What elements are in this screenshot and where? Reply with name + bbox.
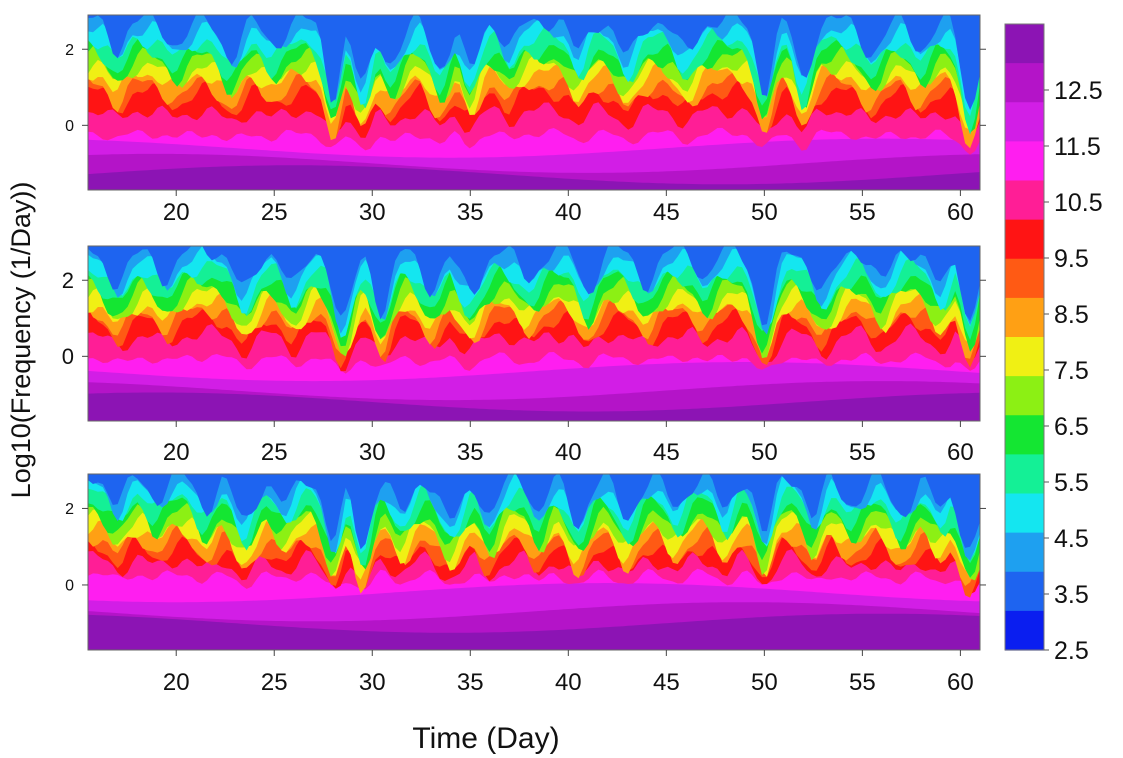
colorbar-swatch	[1005, 532, 1044, 573]
panel-frame	[87, 14, 981, 191]
x-tick-label: 45	[653, 199, 680, 226]
y-tick-label: 2	[62, 268, 74, 293]
colorbar-tick-label: 8.5	[1054, 301, 1089, 329]
colorbar: 12.5 11.5 10.5 9.5 8.5 7.5 6.5 5.5 4.5 3.5 2.5	[1004, 23, 1103, 665]
colorbar-tick-label: 4.5	[1054, 525, 1089, 553]
x-tick-label: 20	[163, 669, 190, 696]
colorbar-swatch	[1005, 610, 1044, 651]
x-tick-label: 30	[359, 439, 386, 466]
colorbar-frame	[1004, 23, 1045, 651]
y-axis-title: Log10(Frequency (1/Day))	[6, 182, 36, 499]
x-tick-label: 40	[555, 199, 582, 226]
y-tick-label: 0	[65, 578, 74, 595]
colorbar-tick-label: 11.5	[1054, 133, 1101, 161]
colorbar-tick-label: 3.5	[1054, 581, 1089, 609]
panel-middle: 20 25 30 35 40 45 50 55 60 0 2	[62, 245, 986, 466]
x-tick-label: 55	[849, 439, 876, 466]
x-tick-label: 35	[457, 199, 484, 226]
x-tick-label: 30	[359, 669, 386, 696]
x-tick-label: 45	[653, 669, 680, 696]
x-tick-label: 25	[261, 199, 288, 226]
heatmap-field	[88, 474, 980, 650]
contour-band	[88, 474, 980, 550]
colorbar-swatch	[1005, 493, 1044, 534]
y-tick-label: 0	[65, 118, 74, 135]
x-tick-label: 25	[261, 439, 288, 466]
x-tick-label: 55	[849, 199, 876, 226]
colorbar-swatch	[1005, 258, 1044, 299]
colorbar-tick-label: 7.5	[1054, 357, 1089, 385]
y-tick-label: 0	[62, 344, 74, 369]
heatmap-field	[88, 246, 980, 421]
colorbar-tick-label: 5.5	[1054, 469, 1089, 497]
colorbar-swatch	[1005, 180, 1044, 221]
colorbar-swatch	[1005, 63, 1044, 103]
x-tick-label: 60	[947, 439, 974, 466]
panel-frame	[87, 245, 981, 422]
colorbar-tick-label: 9.5	[1054, 245, 1089, 273]
colorbar-swatch	[1005, 454, 1044, 495]
x-tick-label: 40	[555, 439, 582, 466]
y-tick-label: 2	[65, 501, 74, 518]
colorbar-tick-label: 6.5	[1054, 413, 1089, 441]
colorbar-tick-label: 10.5	[1054, 189, 1103, 217]
x-tick-label: 50	[751, 199, 778, 226]
colorbar-swatch	[1005, 297, 1044, 338]
colorbar-swatch	[1005, 337, 1044, 377]
panel-frame	[87, 473, 981, 651]
colorbar-swatch	[1005, 571, 1044, 612]
colorbar-swatch	[1005, 376, 1044, 416]
x-tick-label: 60	[947, 669, 974, 696]
x-tick-label: 50	[751, 439, 778, 466]
x-tick-label: 40	[555, 669, 582, 696]
x-tick-label: 35	[457, 669, 484, 696]
x-tick-label: 50	[751, 669, 778, 696]
colorbar-swatch	[1005, 102, 1044, 142]
panel-bottom: 20 25 30 35 40 45 50 55 60 0 2	[65, 473, 986, 696]
x-tick-label: 55	[849, 669, 876, 696]
x-tick-label: 20	[163, 439, 190, 466]
contour-band	[88, 15, 980, 110]
colorbar-tick-label: 2.5	[1054, 637, 1089, 665]
x-tick-label: 35	[457, 439, 484, 466]
x-tick-label: 60	[947, 199, 974, 226]
colorbar-swatch	[1005, 24, 1044, 64]
colorbar-swatch	[1005, 141, 1044, 182]
x-tick-label: 30	[359, 199, 386, 226]
y-tick-label: 2	[65, 42, 74, 59]
colorbar-tick-label: 12.5	[1054, 77, 1103, 105]
x-axis-title: Time (Day)	[412, 722, 559, 755]
heatmap-field	[88, 15, 980, 190]
colorbar-swatch	[1005, 219, 1044, 260]
x-tick-label: 45	[653, 439, 680, 466]
colorbar-swatch	[1005, 415, 1044, 455]
x-tick-label: 25	[261, 669, 288, 696]
x-tick-label: 20	[163, 199, 190, 226]
panel-top: 20 25 30 35 40 45 50 55 60 0 2	[65, 14, 986, 226]
contour-band	[88, 246, 980, 326]
